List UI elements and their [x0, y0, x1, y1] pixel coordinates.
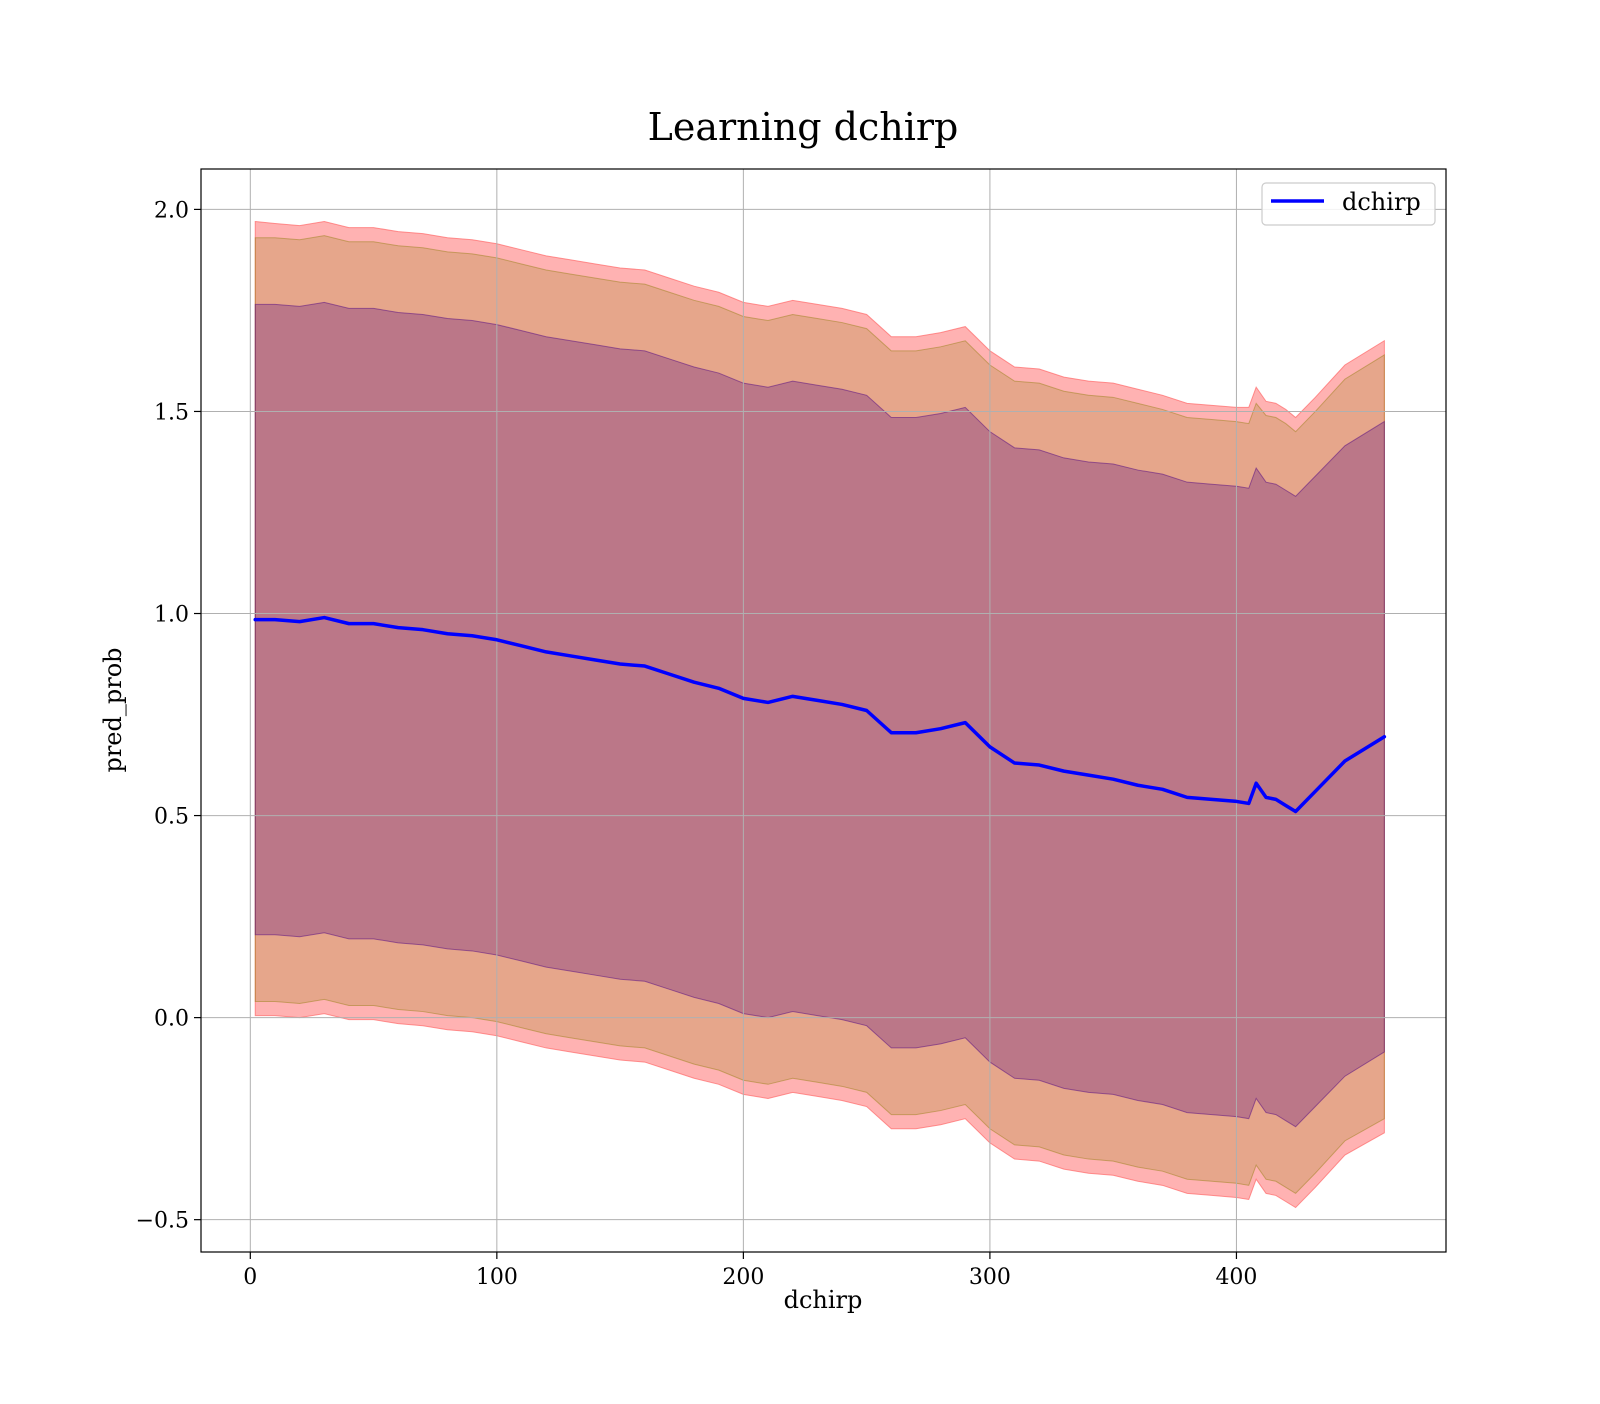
y-tick-label: 0.0 — [154, 1007, 189, 1032]
y-tick-label: 2.0 — [154, 198, 189, 223]
y-axis-label: pred_prob — [99, 647, 127, 772]
y-tick-label: 0.5 — [154, 805, 189, 830]
x-axis-ticks: 0 100 200 300 400 — [243, 1252, 1257, 1290]
confidence-bands — [254, 220, 1385, 1209]
grid-lines — [201, 169, 1446, 1252]
y-tick-label: 1.0 — [154, 603, 189, 628]
chart-title: Learning dchirp — [648, 105, 959, 149]
y-axis-ticks: −0.5 0.0 0.5 1.0 1.5 2.0 — [136, 198, 201, 1234]
x-axis-label: dchirp — [784, 1286, 863, 1314]
x-tick-label: 0 — [243, 1265, 257, 1290]
legend-label-dchirp: dchirp — [1342, 188, 1421, 216]
band-middle — [254, 235, 1385, 1195]
x-tick-label: 300 — [969, 1265, 1011, 1290]
y-tick-label: −0.5 — [136, 1209, 189, 1234]
x-tick-label: 400 — [1215, 1265, 1257, 1290]
x-tick-label: 100 — [476, 1265, 518, 1290]
legend-box — [1261, 182, 1436, 226]
series-line-dchirp — [253, 615, 1387, 814]
band-inner — [254, 301, 1385, 1128]
legend: dchirp — [1261, 182, 1436, 226]
series-lines — [253, 615, 1387, 814]
plot-area-frame — [200, 168, 1447, 1253]
band-outer — [254, 220, 1385, 1209]
x-tick-label: 200 — [722, 1265, 764, 1290]
y-tick-label: 1.5 — [154, 400, 189, 425]
